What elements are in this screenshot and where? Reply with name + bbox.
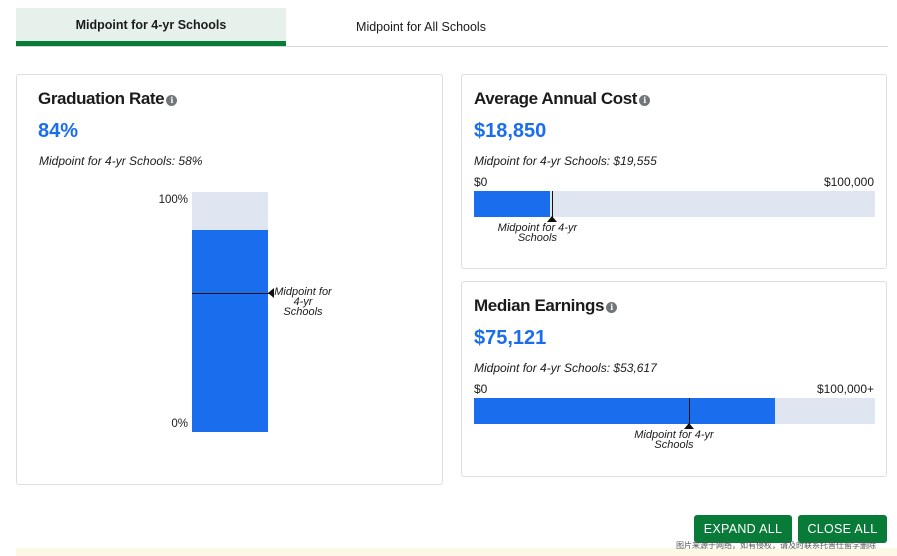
annual-cost-title: Average Annual Cost: [474, 89, 638, 108]
earnings-midpoint-label: Midpoint for 4-yr Schools: [634, 429, 714, 451]
cost-bar-fill: [474, 191, 550, 217]
median-earnings-midpoint-note: Midpoint for 4-yr Schools: $53,617: [474, 361, 657, 375]
earnings-bar-fill: [474, 398, 776, 424]
graduation-rate-title: Graduation Rate: [38, 89, 165, 108]
graduation-rate-value: 84%: [38, 120, 79, 142]
graduation-rate-card: Graduation Rate i 84% Midpoint for 4-yr …: [16, 74, 443, 485]
graduation-rate-title-row: Graduation Rate i: [38, 89, 178, 109]
median-earnings-title: Median Earnings: [474, 296, 605, 315]
earnings-midpoint-arrow-icon: [684, 423, 694, 429]
watermark-text: 图片来源于网络，如有侵权，请及时联系托普仕留学删除: [676, 541, 876, 550]
cost-midpoint-line: [552, 191, 554, 218]
earnings-max-label: $100,000+: [816, 382, 874, 396]
median-earnings-title-row: Median Earnings i: [474, 296, 618, 316]
annual-cost-midpoint-note: Midpoint for 4-yr Schools: $19,555: [474, 154, 657, 168]
cost-midpoint-label: Midpoint for 4-yr Schools: [497, 222, 578, 244]
tab-midpoint-4yr[interactable]: Midpoint for 4-yr Schools: [16, 8, 286, 46]
earnings-midpoint-line: [689, 398, 690, 425]
tick-100: 100%: [158, 194, 188, 206]
cost-midpoint-arrow-icon: [547, 216, 558, 222]
tab-midpoint-all[interactable]: Midpoint for All Schools: [356, 20, 486, 34]
info-icon[interactable]: i: [606, 301, 618, 313]
annual-cost-value: $18,850: [474, 120, 547, 142]
info-icon[interactable]: i: [166, 94, 178, 106]
median-earnings-value: $75,121: [474, 327, 547, 349]
median-earnings-card: Median Earnings i $75,121 Midpoint for 4…: [461, 281, 887, 477]
tick-0: 0%: [171, 418, 188, 430]
annual-cost-title-row: Average Annual Cost i: [474, 89, 651, 109]
midpoint-marker-line: [192, 292, 270, 294]
graduation-rate-midpoint-note: Midpoint for 4-yr Schools: 58%: [39, 154, 203, 168]
midpoint-marker-arrow-icon: [268, 287, 274, 298]
earnings-min-label: $0: [474, 382, 488, 396]
cost-max-label: $100,000: [823, 175, 874, 189]
tab-bar: Midpoint for 4-yr Schools Midpoint for A…: [16, 8, 888, 47]
graduation-bar-fill: [192, 230, 268, 432]
annual-cost-card: Average Annual Cost i $18,850 Midpoint f…: [461, 74, 887, 269]
bottom-banner: [16, 548, 897, 556]
info-icon[interactable]: i: [639, 94, 651, 106]
close-all-button[interactable]: CLOSE ALL: [798, 515, 887, 543]
cost-min-label: $0: [474, 175, 488, 189]
midpoint-marker-label: Midpoint for 4-yr Schools: [274, 285, 332, 318]
expand-all-button[interactable]: EXPAND ALL: [694, 515, 792, 543]
